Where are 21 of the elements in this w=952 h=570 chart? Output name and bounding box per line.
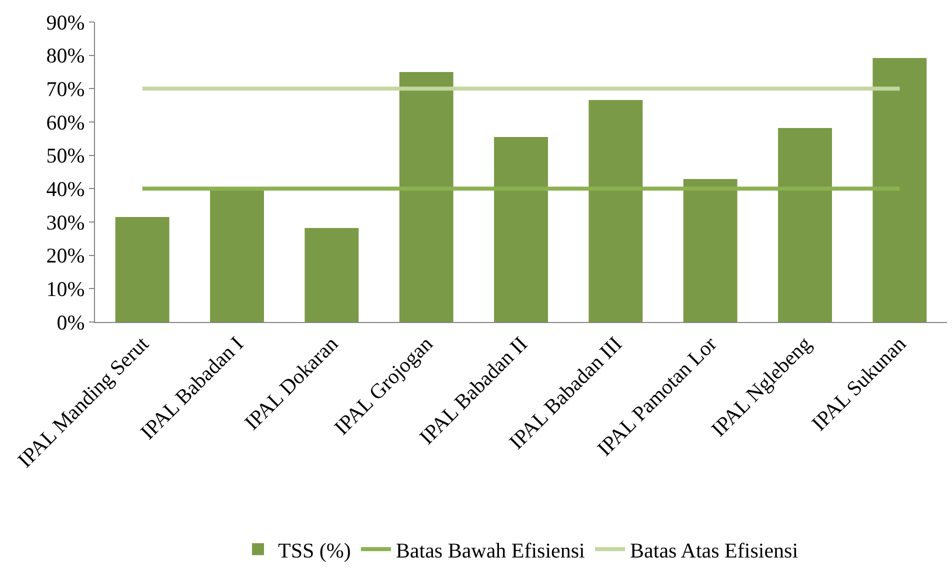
y-tick-label: 90% (46, 10, 85, 34)
y-tick-label: 20% (46, 244, 85, 268)
y-tick-label: 0% (56, 310, 85, 334)
bar (588, 100, 643, 322)
bar (872, 58, 927, 322)
legend-label: Batas Atas Efisiensi (630, 538, 798, 562)
legend-label: TSS (%) (278, 538, 351, 562)
bar (304, 228, 359, 322)
y-tick-label: 10% (46, 277, 85, 302)
bar (115, 217, 170, 322)
y-tick-label: 80% (46, 44, 85, 68)
y-tick-label: 60% (46, 110, 85, 134)
y-tick-label: 70% (46, 77, 85, 102)
bar (494, 137, 548, 322)
y-tick-label: 30% (46, 210, 85, 234)
bar (778, 128, 832, 322)
bar (683, 179, 738, 322)
y-tick-label: 50% (46, 144, 85, 168)
y-tick-label: 40% (46, 177, 85, 202)
bar (399, 72, 454, 322)
legend-label: Batas Bawah Efisiensi (396, 538, 586, 562)
